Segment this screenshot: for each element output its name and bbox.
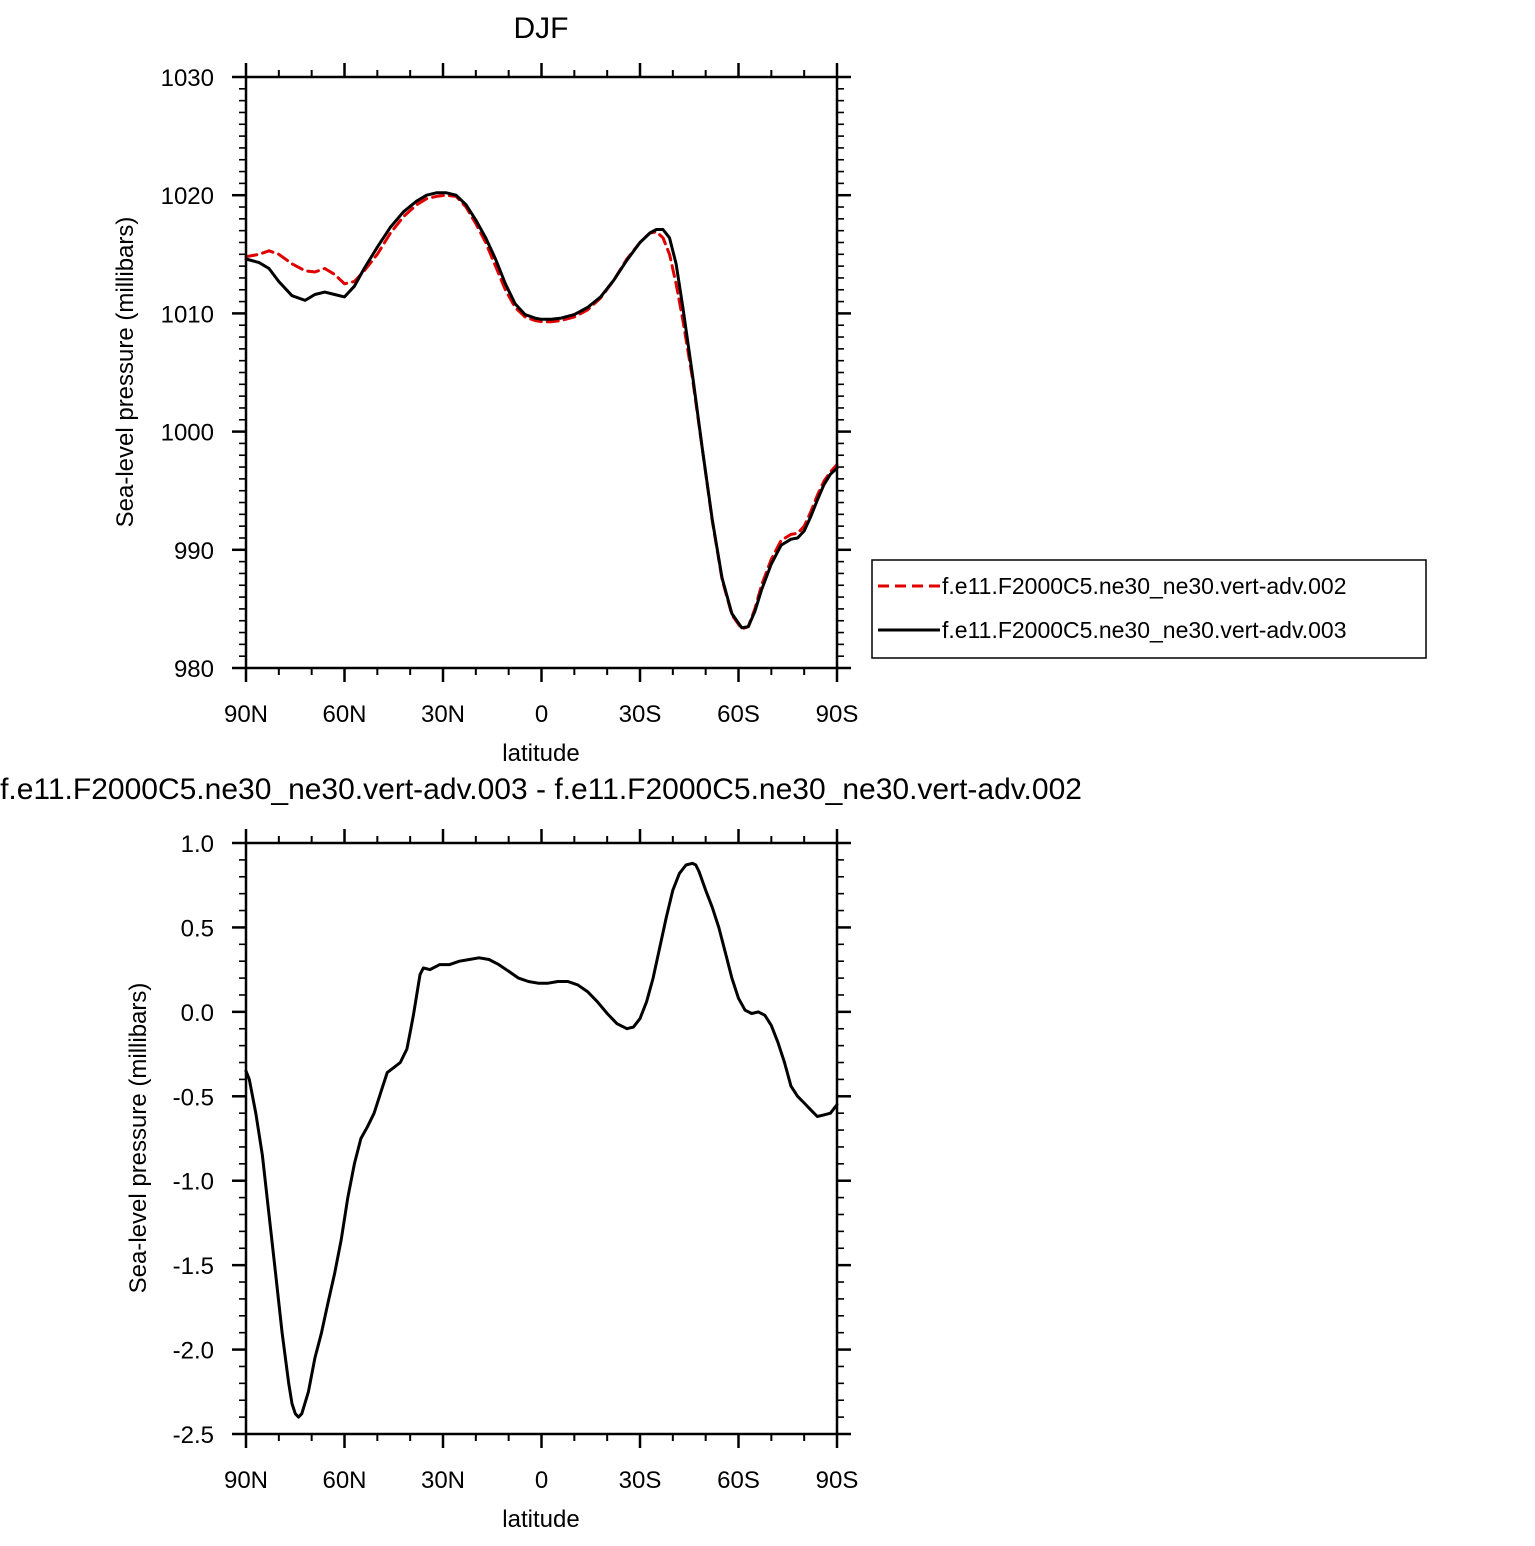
bottom-chart-plot-frame <box>244 841 839 1436</box>
x-tick-label: 30S <box>619 1467 662 1494</box>
x-tick-label: 30S <box>619 701 662 728</box>
top-chart-series-line-1 <box>244 193 839 631</box>
x-tick-label: 90S <box>816 1467 859 1494</box>
y-tick-label: 1020 <box>161 183 214 210</box>
bottom-chart-series-line-1 <box>244 861 839 1419</box>
bottom-chart: f.e11.F2000C5.ne30_ne30.vert-adv.003 - f… <box>0 773 1082 1533</box>
x-tick-label: 0 <box>535 1467 548 1494</box>
top-chart-x-axis-label: latitude <box>502 740 579 767</box>
top-chart-title: DJF <box>514 12 569 45</box>
top-chart-y-axis-label: Sea-level pressure (millibars) <box>112 217 139 528</box>
x-tick-label: 90N <box>224 1467 268 1494</box>
y-tick-label: 1.0 <box>181 831 214 858</box>
y-tick-label: 0.0 <box>181 1000 214 1027</box>
y-tick-label: 980 <box>174 656 214 683</box>
top-chart-plot-frame <box>244 75 839 670</box>
top-chart-series-layer <box>244 191 839 631</box>
y-tick-label: -1.0 <box>173 1169 214 1196</box>
y-tick-label: -0.5 <box>173 1084 214 1111</box>
y-tick-label: 990 <box>174 538 214 565</box>
bottom-chart-ticks <box>232 829 851 1448</box>
x-tick-label: 90S <box>816 701 859 728</box>
x-tick-label: 60N <box>322 1467 366 1494</box>
y-tick-label: -2.5 <box>173 1422 214 1449</box>
y-tick-label: -2.0 <box>173 1338 214 1365</box>
x-tick-label: 60N <box>322 701 366 728</box>
legend-label-series-2: f.e11.F2000C5.ne30_ne30.vert-adv.003 <box>942 617 1347 643</box>
top-chart-legend: f.e11.F2000C5.ne30_ne30.vert-adv.002 f.e… <box>871 559 1427 659</box>
y-tick-label: 1030 <box>161 65 214 92</box>
bottom-chart-y-axis-label: Sea-level pressure (millibars) <box>125 983 152 1294</box>
top-chart: DJF Sea-level pressure (millibars) latit… <box>112 12 858 767</box>
x-tick-label: 90N <box>224 701 268 728</box>
bottom-chart-title: f.e11.F2000C5.ne30_ne30.vert-adv.003 - f… <box>0 773 1082 806</box>
x-tick-label: 60S <box>717 701 760 728</box>
y-tick-label: 0.5 <box>181 915 214 942</box>
y-tick-label: 1000 <box>161 420 214 447</box>
x-tick-label: 30N <box>421 701 465 728</box>
bottom-chart-tick-labels: 90N 60N 30N 0 30S 60S 90S -2.5 -2.0 -1.5 -1.0 -0.5 0… <box>173 831 859 1494</box>
legend-label-series-1: f.e11.F2000C5.ne30_ne30.vert-adv.002 <box>942 573 1347 599</box>
y-tick-label: -1.5 <box>173 1253 214 1280</box>
bottom-chart-x-axis-label: latitude <box>502 1506 579 1533</box>
bottom-chart-series-layer <box>244 861 839 1419</box>
top-chart-tick-labels: 90N 60N 30N 0 30S 60S 90S 980 990 1000 1010 1020 103… <box>161 65 859 728</box>
x-tick-label: 30N <box>421 1467 465 1494</box>
x-tick-label: 60S <box>717 1467 760 1494</box>
y-tick-label: 1010 <box>161 301 214 328</box>
top-chart-ticks <box>232 63 851 682</box>
legend-frame <box>871 559 1427 659</box>
top-chart-series-line-2 <box>244 191 839 630</box>
x-tick-label: 0 <box>535 701 548 728</box>
